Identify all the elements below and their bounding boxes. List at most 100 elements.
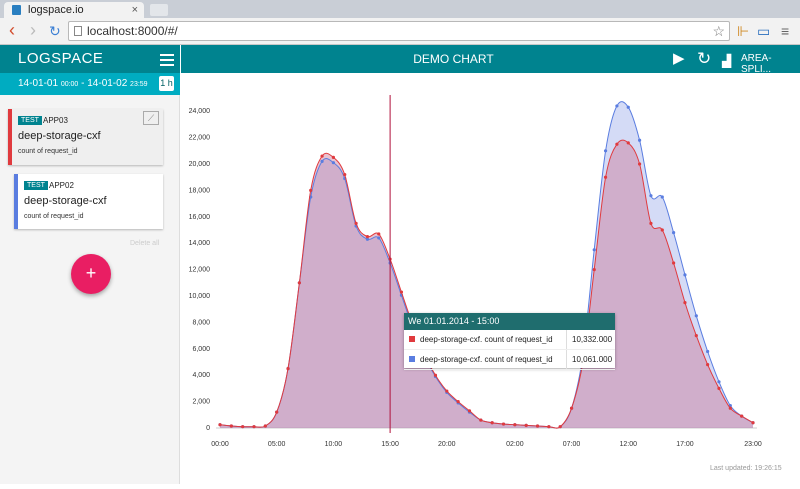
address-bar[interactable]: localhost:8000/#/ ☆	[68, 21, 730, 41]
app-logo: LOGSPACE	[18, 50, 104, 67]
bookmark-star-icon[interactable]: ☆	[712, 23, 725, 39]
series-metric: count of request_id	[18, 148, 78, 155]
cast-icon[interactable]: ▭	[757, 23, 771, 39]
data-point	[501, 422, 506, 426]
data-point	[535, 424, 540, 428]
browser-toolbar: ‹ › ↻ localhost:8000/#/ ☆ ⊩ ▭ ≡	[0, 18, 800, 45]
data-point	[252, 425, 256, 429]
data-point	[354, 221, 358, 225]
tooltip-row: deep-storage-cxf. count of request_id 10…	[404, 330, 615, 350]
back-icon[interactable]: ‹	[9, 20, 15, 40]
data-point	[717, 380, 721, 384]
chart-type-icon[interactable]: ▟	[722, 54, 732, 68]
x-tick-label: 00:00	[211, 441, 229, 448]
data-point	[706, 349, 710, 354]
data-point	[615, 104, 619, 108]
chart-mode-label[interactable]: AREA-SPLI...	[741, 53, 772, 75]
y-tick-label: 24,000	[189, 108, 211, 115]
interval-badge[interactable]: 1 h	[159, 76, 174, 91]
hamburger-menu-icon[interactable]	[160, 54, 174, 69]
x-tick-label: 17:00	[676, 441, 694, 448]
data-point	[263, 424, 267, 428]
chart-header: DEMO CHART ▶ ↻ ▟ AREA-SPLI...	[181, 45, 800, 75]
area-chart[interactable]: 0 2,000 4,000 6,000 8,000 10,000 12,000 14,000 1…	[181, 73, 800, 484]
tooltip-row: deep-storage-cxf. count of request_id 10…	[404, 350, 615, 370]
data-point	[569, 406, 574, 410]
series-card[interactable]: TEST APP02 deep-storage-cxf count of req…	[14, 174, 163, 229]
y-tick-label: 16,000	[189, 214, 211, 221]
forward-icon[interactable]: ›	[30, 20, 36, 40]
data-point	[728, 406, 732, 410]
series-name: deep-storage-cxf	[18, 130, 101, 142]
date-range-bar[interactable]: 14-01-01 00:00 - 14-01-02 23:59 1 h	[0, 73, 180, 95]
data-point	[513, 423, 517, 427]
data-point	[694, 314, 698, 318]
y-tick-label: 20,000	[189, 161, 211, 168]
y-tick-label: 6,000	[192, 346, 210, 353]
data-point	[433, 373, 438, 377]
data-point	[558, 425, 562, 429]
y-tick-label: 2,000	[192, 399, 210, 406]
data-point	[331, 155, 336, 159]
series-tag: TEST	[24, 181, 48, 190]
data-point	[717, 386, 721, 390]
data-point	[683, 301, 687, 305]
add-series-button[interactable]: +	[71, 254, 111, 294]
data-point	[445, 389, 449, 393]
y-tick-label: 4,000	[192, 372, 210, 379]
tooltip-value: 10,061.000	[566, 350, 612, 369]
browser-tab[interactable]: logspace.io ×	[4, 2, 144, 18]
chrome-menu-icon[interactable]: ≡	[781, 23, 790, 39]
refresh-icon[interactable]: ↻	[697, 49, 712, 68]
reload-icon[interactable]: ↻	[49, 23, 61, 39]
y-tick-label: 8,000	[192, 319, 210, 326]
tab-close-icon[interactable]: ×	[131, 4, 138, 16]
y-tick-label: 14,000	[189, 240, 211, 247]
tooltip-value: 10,332.000	[566, 330, 612, 349]
play-icon[interactable]: ▶	[673, 50, 685, 67]
chart-title: DEMO CHART	[413, 52, 494, 66]
data-point	[467, 409, 472, 413]
x-tick-label: 20:00	[438, 441, 456, 448]
y-tick-label: 10,000	[189, 293, 211, 300]
data-point	[229, 424, 233, 428]
data-point	[365, 235, 370, 239]
series-card[interactable]: TEST APP03 deep-storage-cxf count of req…	[8, 109, 163, 165]
delete-all-link[interactable]: Delete all	[130, 240, 160, 247]
line-chart-icon[interactable]: ⟋	[143, 111, 159, 125]
data-point	[592, 248, 596, 252]
data-point	[377, 232, 381, 236]
x-tick-label: 12:00	[619, 441, 637, 448]
series-color-bar	[8, 109, 12, 165]
x-tick-label: 10:00	[325, 441, 343, 448]
chart-tooltip: We 01.01.2014 - 15:00 deep-storage-cxf. …	[404, 313, 615, 370]
tooltip-swatch	[409, 336, 415, 342]
data-point	[672, 231, 676, 235]
series-area	[220, 101, 753, 429]
favicon-icon	[12, 5, 21, 15]
browser-tab-strip: logspace.io ×	[0, 0, 800, 18]
data-point	[694, 334, 698, 338]
y-tick-label: 12,000	[189, 267, 211, 274]
x-tick-label: 02:00	[506, 441, 524, 448]
data-point	[740, 414, 744, 418]
tooltip-header: We 01.01.2014 - 15:00	[404, 313, 615, 330]
data-point	[626, 141, 630, 145]
data-point	[626, 105, 630, 109]
last-updated: Last updated: 19:26:15	[710, 465, 782, 472]
new-tab-button[interactable]	[150, 4, 168, 16]
date-range-text: 14-01-01 00:00 - 14-01-02 23:59	[18, 78, 148, 89]
data-point	[706, 363, 710, 367]
data-point	[524, 423, 528, 427]
data-point	[660, 228, 664, 232]
sidebar: TEST APP03 deep-storage-cxf count of req…	[0, 95, 180, 484]
sidebar-header: LOGSPACE	[0, 45, 180, 73]
y-tick-label: 0	[206, 425, 210, 432]
series-color-bar	[14, 174, 18, 229]
data-point	[637, 138, 642, 142]
extension-icon[interactable]: ⊩	[737, 23, 750, 39]
page-icon	[74, 26, 82, 36]
y-tick-label: 22,000	[189, 135, 211, 142]
data-point	[683, 273, 687, 277]
data-point	[660, 195, 664, 199]
